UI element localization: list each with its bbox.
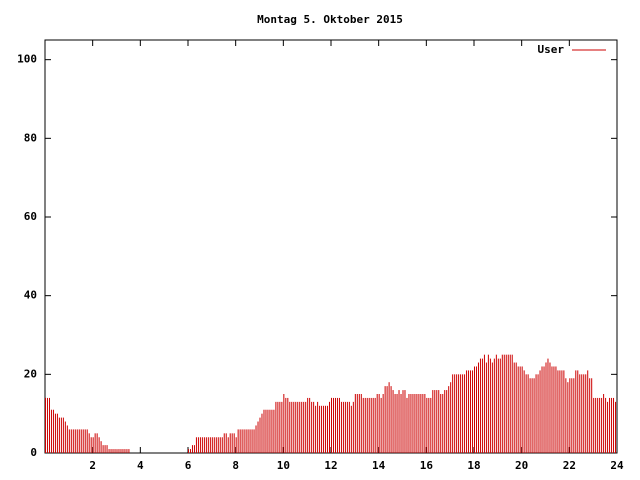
- y-tick-label: 100: [17, 53, 37, 66]
- y-tick-label: 60: [24, 210, 37, 223]
- x-tick-label: 10: [277, 459, 290, 472]
- x-tick-label: 8: [232, 459, 239, 472]
- plot-frame: [44, 39, 618, 454]
- chart-title: Montag 5. Oktober 2015: [257, 13, 403, 26]
- legend-label: User: [538, 43, 565, 56]
- x-tick-label: 22: [563, 459, 576, 472]
- y-tick-label: 0: [30, 446, 37, 459]
- x-tick-label: 12: [324, 459, 337, 472]
- x-tick-label: 20: [515, 459, 528, 472]
- x-tick-label: 6: [185, 459, 192, 472]
- y-tick-label: 40: [24, 289, 37, 302]
- y-tick-label: 20: [24, 367, 37, 380]
- x-tick-label: 4: [137, 459, 144, 472]
- x-tick-label: 16: [420, 459, 434, 472]
- x-tick-label: 18: [467, 459, 480, 472]
- x-tick-label: 24: [610, 459, 624, 472]
- x-tick-label: 2: [89, 459, 96, 472]
- x-tick-label: 14: [372, 459, 386, 472]
- y-tick-label: 80: [24, 131, 37, 144]
